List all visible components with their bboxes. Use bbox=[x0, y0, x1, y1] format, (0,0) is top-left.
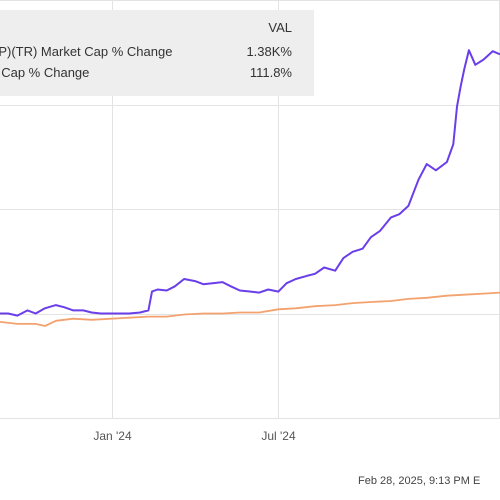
legend: VAL (P)(TR) Market Cap % Change 1.38K% t… bbox=[0, 10, 314, 96]
series-layer bbox=[0, 49, 500, 327]
legend-series-1-value: 1.38K% bbox=[246, 44, 292, 59]
legend-series-2-value: 111.8% bbox=[249, 65, 292, 80]
x-tick-layer: Jan '24 Jul '24 bbox=[93, 429, 296, 443]
timestamp-label: Feb 28, 2025, 9:13 PM E bbox=[358, 475, 480, 487]
series-line-market-cap-change-secondary bbox=[0, 291, 500, 327]
series-line-market-cap-change-primary bbox=[0, 49, 500, 317]
x-tick-label: Jul '24 bbox=[261, 429, 296, 443]
legend-series-2-label: t Cap % Change bbox=[0, 65, 90, 80]
x-tick-label: Jan '24 bbox=[93, 429, 132, 443]
legend-series-1-label: (P)(TR) Market Cap % Change bbox=[0, 44, 173, 59]
legend-value-header: VAL bbox=[268, 20, 292, 35]
